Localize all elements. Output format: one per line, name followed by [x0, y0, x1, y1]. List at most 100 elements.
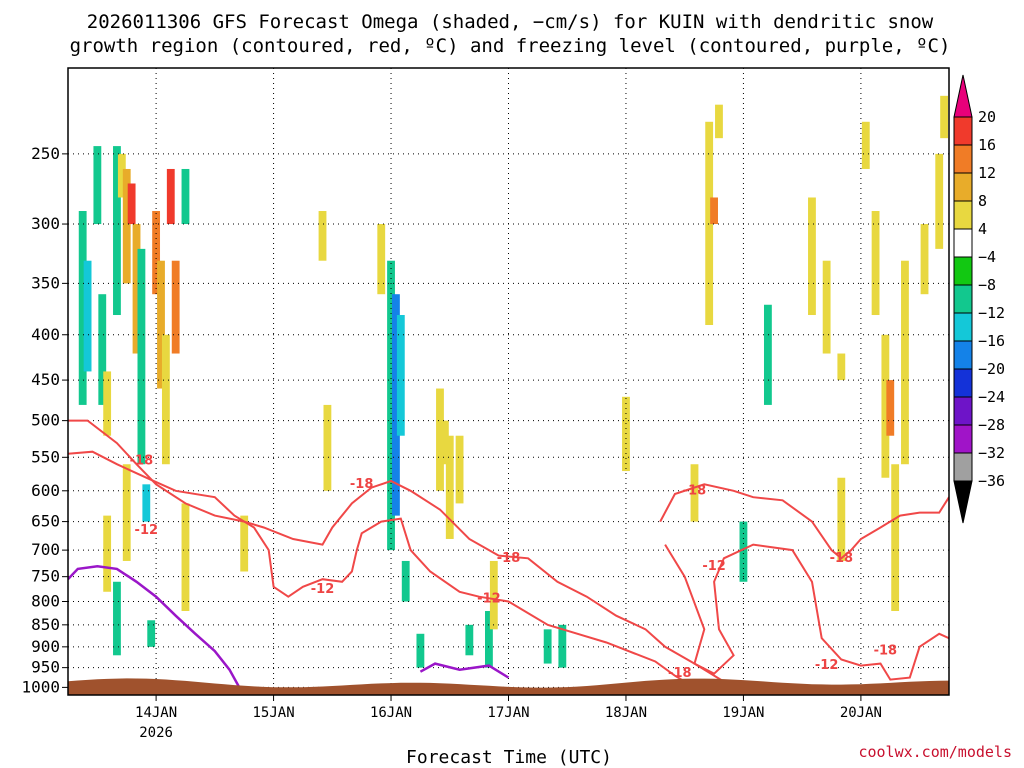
colorbar-segment-8: [953, 312, 973, 342]
x-tick-label-20JAN: 20JAN: [840, 705, 882, 721]
omega-cell-40: [558, 624, 567, 668]
colorbar-segment-10: [953, 368, 973, 398]
omega-cell-15: [166, 168, 175, 225]
y-tick-label-400: 400: [31, 325, 60, 344]
colorbar-label-5: −4: [978, 248, 996, 266]
omega-cell-49: [822, 260, 831, 354]
omega-cell-10: [137, 248, 146, 465]
dgz-contour-label-8: -18: [668, 666, 692, 681]
omega-cell-3: [98, 294, 107, 405]
dgz-contour-label-4: -18: [497, 551, 521, 566]
y-tick-label-700: 700: [31, 540, 60, 559]
colorbar-segment-12: [953, 424, 973, 454]
colorbar-label-7: −12: [978, 304, 1005, 322]
omega-cell-4: [103, 371, 112, 436]
omega-cell-37: [485, 611, 493, 668]
omega-cell-38: [489, 560, 498, 630]
chart-title-line-2: growth region (contoured, red, ºC) and f…: [70, 35, 951, 57]
y-axis-ticks: 250 300 350 400 450 500 550 600 650 700 750 800 850 9…: [21, 144, 68, 696]
x-tick-label-15JAN: 15JAN: [252, 705, 294, 721]
omega-cell-59: [935, 153, 944, 249]
omega-cell-44: [710, 197, 718, 225]
colorbar-label-6: −8: [978, 276, 996, 294]
y-tick-label-750: 750: [31, 567, 60, 586]
omega-cell-18: [103, 515, 112, 592]
y-tick-label-650: 650: [31, 512, 60, 531]
omega-cell-11: [142, 484, 151, 522]
freezing-level-contour-2: [419, 662, 510, 679]
y-tick-label-900: 900: [31, 637, 60, 656]
dgz-contour-label-11: -18: [874, 644, 898, 659]
omega-cell-47: [763, 304, 772, 405]
dgz-contour-label-0: -18: [130, 453, 154, 468]
dgz-contour-label-2: -12: [311, 582, 335, 597]
colorbar-segment-4: [953, 200, 973, 230]
freezing-level-contour: [68, 565, 241, 689]
colorbar-label-9: −20: [978, 360, 1005, 378]
omega-cell-39: [543, 629, 552, 664]
omega-cell-24: [318, 210, 327, 261]
omega-cell-55: [886, 380, 895, 436]
colorbar-label-13: −36: [978, 472, 1005, 490]
omega-cell-43: [715, 104, 723, 139]
dgz-contour-label-10: -12: [815, 658, 839, 673]
omega-cell-56: [891, 464, 900, 612]
omega-cell-2: [93, 146, 102, 225]
y-tick-label-800: 800: [31, 592, 60, 611]
colorbar-label-10: −24: [978, 388, 1005, 406]
colorbar-label-1: 16: [978, 136, 996, 154]
x-axis-title: Forecast Time (UTC): [406, 747, 612, 768]
omega-cell-12: [152, 210, 161, 295]
omega-cell-20: [122, 464, 131, 561]
chart-title-line-1: 2026011306 GFS Forecast Omega (shaded, −…: [87, 11, 934, 33]
colorbar-label-2: 12: [978, 164, 996, 182]
omega-cell-32: [436, 388, 444, 491]
y-tick-label-600: 600: [31, 481, 60, 500]
omega-cell-52: [861, 121, 870, 169]
omega-cell-1: [83, 260, 92, 372]
omega-cell-27: [387, 260, 395, 551]
colorbar-label-4: 4: [978, 220, 987, 238]
omega-cell-6: [117, 153, 126, 198]
colorbar-segment-1: [953, 116, 973, 146]
colorbar-label-8: −16: [978, 332, 1005, 350]
y-tick-label-250: 250: [31, 144, 60, 163]
omega-cell-25: [323, 404, 332, 491]
y-tick-label-1000: 1000: [21, 677, 60, 696]
omega-cell-58: [920, 224, 929, 295]
omega-cell-51: [837, 477, 846, 561]
dgz-contour-3: [664, 543, 949, 681]
colorbar-segment-3: [953, 172, 973, 202]
omega-cell-7: [122, 168, 131, 284]
omega-cell-0: [78, 210, 87, 405]
omega-cell-29: [396, 315, 405, 436]
colorbar-label-0: 20: [978, 108, 996, 126]
omega-cell-46: [739, 521, 748, 582]
omega-cell-34: [445, 435, 454, 539]
colorbar-label-11: −28: [978, 416, 1005, 434]
omega-cell-28: [392, 294, 400, 516]
dgz-contour-0: [68, 450, 696, 689]
dgz-contour-1: [68, 419, 725, 683]
omega-cell-54: [881, 334, 890, 478]
dgz-contour-label-6: -18: [683, 483, 707, 498]
x-tick-label-14JAN: 14JAN: [135, 705, 177, 721]
omega-cell-14: [161, 334, 170, 465]
x-tick-label-16JAN: 16JAN: [370, 705, 412, 721]
omega-cell-21: [147, 620, 156, 647]
omega-cell-19: [113, 581, 121, 656]
omega-cell-31: [416, 633, 425, 668]
colorbar-segment-6: [953, 256, 973, 286]
omega-cell-17: [181, 168, 190, 225]
dgz-contour-label-3: -18: [350, 477, 374, 492]
omega-cell-26: [377, 224, 386, 295]
colorbar-segment-9: [953, 340, 973, 370]
omega-cell-9: [132, 224, 141, 354]
colorbar-segment-11: [953, 396, 973, 426]
omega-cell-36: [465, 624, 474, 656]
plot-area: -18 -12 -12 -18 -18 -12 -18 -12 -18 -18 -12 -18: [67, 67, 950, 696]
omega-cell-33: [440, 420, 449, 465]
credit-link[interactable]: coolwx.com/models: [858, 743, 1012, 761]
x-tick-year-14JAN: 2026: [139, 725, 173, 741]
colorbar-segment-5: [953, 228, 973, 258]
